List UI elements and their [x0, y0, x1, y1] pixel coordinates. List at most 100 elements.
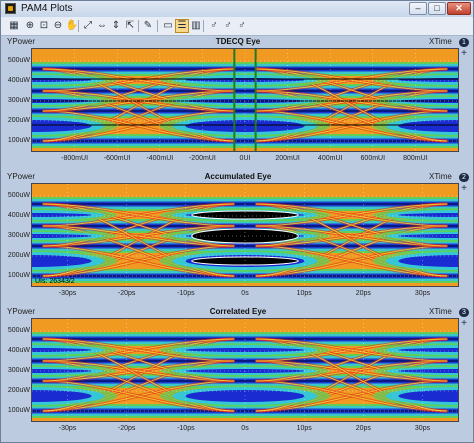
y-tick-label: 500uW — [7, 327, 30, 334]
eye-mask-outline — [191, 210, 299, 220]
x-tick-label: 0s — [241, 425, 249, 432]
x-tick-label: -10ps — [177, 290, 195, 297]
eye-opening — [398, 348, 458, 352]
add-trace-button[interactable]: + — [461, 318, 467, 329]
level-core — [32, 360, 458, 362]
single-pane-button[interactable]: ▭ — [161, 19, 175, 33]
title-bar[interactable]: PAM4 Plots – □ ✕ — [1, 1, 473, 18]
eye-diagram-plot[interactable] — [31, 48, 459, 152]
y-axis-name: YPower — [7, 307, 36, 316]
x-tick-label: -800mUI — [61, 155, 89, 162]
y-tick-label: 200uW — [7, 117, 30, 124]
add-trace-button[interactable]: + — [461, 48, 467, 59]
eye-panel-3: YPower Correlated Eye XTime 3 +500uW 400uW 300… — [5, 307, 471, 441]
x-tick-label: 10ps — [296, 425, 312, 432]
x-tick-label: -200mUI — [188, 155, 216, 162]
x-tick-label: -10ps — [177, 425, 195, 432]
chart-button[interactable]: ▦ — [7, 19, 21, 33]
x-tick-label: 30ps — [414, 425, 431, 432]
y-tick-label: 400uW — [7, 77, 30, 84]
y-tick-label: 300uW — [7, 367, 30, 374]
y-tick-label: 200uW — [7, 387, 30, 394]
y-axis-name: YPower — [7, 172, 36, 181]
x-tick-label: 10ps — [296, 290, 312, 297]
y-tick-label: 100uW — [7, 272, 30, 279]
y-tick-label: 100uW — [7, 137, 30, 144]
x-tick-label: 200mUI — [275, 155, 300, 162]
scale-xy-button[interactable]: ⇱ — [123, 19, 137, 33]
zoom-out-icon: ⊖ — [53, 20, 63, 31]
eye-diagram-plot[interactable] — [31, 183, 459, 287]
eye-opening — [398, 120, 458, 132]
y-tick-label: 400uW — [7, 212, 30, 219]
wrench-icon: ✎ — [143, 20, 153, 31]
eye-opening — [32, 255, 92, 267]
panel-header: YPower TDECQ Eye XTime — [5, 37, 471, 47]
eye-diagram-svg — [32, 49, 458, 151]
scale-x-button[interactable]: ⇔ — [95, 19, 109, 33]
toolbar-separator — [203, 20, 204, 32]
x-axis-name: XTime — [429, 307, 452, 316]
x-tick-label: -20ps — [117, 425, 136, 432]
transition-trace-core — [255, 203, 448, 227]
panel-title: Accumulated Eye — [204, 172, 272, 181]
x-axis-name: XTime — [429, 172, 452, 181]
x-tick-label: -30ps — [58, 425, 77, 432]
zoom-out-button[interactable]: ⊖ — [51, 19, 65, 33]
toolbar: ▦ ⊕ ⊡ ⊖ ✋ ⤢ ⇔ ⇕ ⇱ ✎ ▭ ☰ ▥ ♂ ♂ ♂ — [1, 17, 473, 36]
eye-diagram-svg — [32, 184, 458, 286]
x-tick-label: 800mUI — [403, 155, 428, 162]
wrench-button[interactable]: ✎ — [141, 19, 155, 33]
window-title: PAM4 Plots — [21, 3, 73, 14]
grid-panes-button[interactable]: ▥ — [189, 19, 203, 33]
scale-y-button[interactable]: ⇕ — [109, 19, 123, 33]
marker-off-button[interactable]: ♂ — [235, 19, 249, 33]
level-core — [32, 225, 458, 227]
pan-hand-icon: ✋ — [65, 20, 79, 31]
minimize-button[interactable]: – — [409, 2, 427, 15]
eye-diagram-plot[interactable] — [31, 318, 459, 422]
marker-delta-button[interactable]: ♂ — [221, 19, 235, 33]
toolbar-separator — [78, 20, 79, 32]
eye-opening — [185, 348, 305, 352]
panel-title: Correlated Eye — [209, 307, 267, 316]
eye-diagram-svg — [32, 319, 458, 421]
x-axis-name: XTime — [429, 37, 452, 46]
eye-opening — [32, 390, 92, 402]
eye-mask-black — [191, 211, 299, 219]
zoom-box-button[interactable]: ⊡ — [37, 19, 51, 33]
stacked-panes-button[interactable]: ☰ — [175, 19, 189, 33]
eye-panel-2: YPower Accumulated Eye XTime 2 +500uW 400uW 30… — [5, 172, 471, 306]
add-trace-button[interactable]: + — [461, 183, 467, 194]
level-core — [32, 380, 458, 382]
zoom-in-icon: ⊕ — [25, 20, 35, 31]
zoom-in-button[interactable]: ⊕ — [23, 19, 37, 33]
eye-opening — [32, 234, 92, 238]
x-tick-label: 0s — [241, 290, 249, 297]
rescale-button[interactable]: ⤢ — [81, 19, 95, 33]
x-tick-label: 400mUI — [317, 155, 343, 162]
panel-number-badge[interactable]: 1 — [459, 38, 469, 47]
scale-xy-icon: ⇱ — [125, 20, 135, 31]
transition-trace-core — [255, 338, 448, 362]
pan-hand-button[interactable]: ✋ — [65, 19, 79, 33]
close-button[interactable]: ✕ — [447, 2, 471, 15]
app-icon — [5, 3, 16, 14]
single-pane-icon: ▭ — [163, 20, 173, 31]
panel-number-badge[interactable]: 3 — [459, 308, 469, 317]
grid-panes-icon: ▥ — [191, 20, 201, 31]
ui-count-label: UIs: 26343/2 — [35, 278, 75, 285]
x-tick-label: -400mUI — [146, 155, 174, 162]
chart-icon: ▦ — [9, 20, 19, 31]
marker-button[interactable]: ♂ — [207, 19, 221, 33]
panel-number-badge[interactable]: 2 — [459, 173, 469, 182]
stacked-panes-icon: ☰ — [177, 20, 187, 31]
y-tick-label: 400uW — [7, 347, 30, 354]
y-tick-label: 500uW — [7, 192, 30, 199]
maximize-button[interactable]: □ — [428, 2, 446, 15]
marker-off-icon: ♂ — [238, 20, 246, 31]
x-tick-label: -20ps — [117, 290, 136, 297]
eye-panel-1: YPower TDECQ Eye XTime 1 +500uW 400uW 300uW 200… — [5, 37, 471, 171]
panel-header: YPower Correlated Eye XTime — [5, 307, 471, 317]
